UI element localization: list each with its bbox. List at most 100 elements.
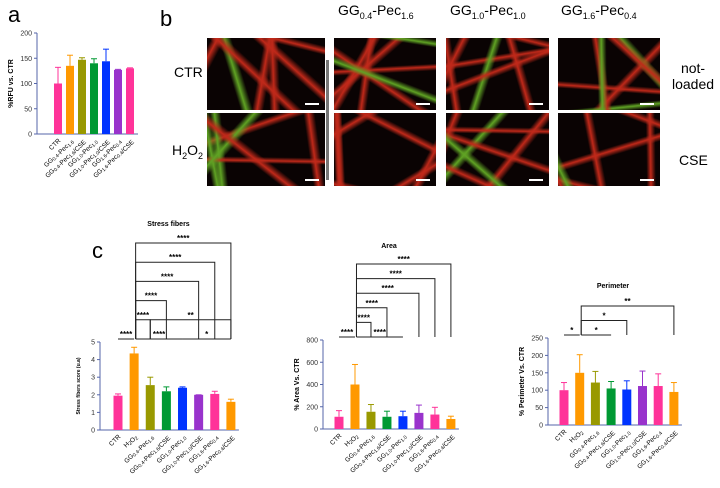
bar bbox=[145, 385, 155, 430]
bar bbox=[653, 386, 663, 425]
y-tick-label: 100 bbox=[20, 81, 32, 88]
microscopy-image bbox=[334, 113, 436, 186]
bar bbox=[129, 353, 139, 430]
significance-bracket bbox=[580, 305, 675, 335]
bar bbox=[575, 372, 585, 425]
cell-fibers bbox=[446, 113, 549, 186]
right-label-cse: CSE bbox=[679, 152, 708, 168]
significance-label: **** bbox=[373, 328, 386, 337]
cell-fibers bbox=[446, 38, 549, 110]
panel-label-a: a bbox=[8, 2, 21, 27]
y-tick-label: 0 bbox=[28, 132, 32, 139]
significance-label: * bbox=[595, 326, 599, 335]
bar bbox=[638, 386, 647, 425]
bar bbox=[194, 394, 204, 430]
significance-label: **** bbox=[365, 299, 378, 308]
microscopy-image bbox=[446, 113, 549, 186]
significance-label: **** bbox=[161, 272, 174, 281]
x-tick-label: CTR bbox=[554, 428, 569, 443]
scale-bar bbox=[416, 103, 430, 105]
significance-bracket bbox=[355, 321, 372, 337]
bar bbox=[382, 416, 392, 429]
significance-label: **** bbox=[341, 328, 354, 337]
significance-bracket bbox=[135, 319, 151, 339]
x-tick-label: CTR bbox=[329, 432, 344, 447]
bar bbox=[606, 388, 616, 425]
chart-title: Area bbox=[381, 243, 397, 250]
microscopy-image bbox=[334, 38, 436, 110]
y-tick-label: 150 bbox=[20, 56, 32, 63]
bar bbox=[430, 414, 440, 429]
scale-bar bbox=[640, 103, 654, 105]
y-tick-label: 50 bbox=[24, 106, 32, 113]
chart-title: Stress fibers bbox=[147, 221, 190, 228]
row-label-h2o2: H2O2 bbox=[172, 142, 204, 161]
significance-label: * bbox=[570, 326, 574, 335]
microscopy-image bbox=[446, 38, 549, 110]
significance-bracket bbox=[355, 263, 452, 337]
significance-label: * bbox=[205, 330, 209, 339]
microscopy-image bbox=[207, 38, 325, 110]
y-tick-label: 250 bbox=[531, 336, 543, 343]
column-header: GG1.6-Pec0.4 bbox=[561, 2, 637, 21]
x-tick-label: H2O2 bbox=[568, 428, 585, 445]
significance-label: **** bbox=[169, 253, 182, 262]
significance-label: **** bbox=[120, 330, 133, 339]
y-tick-label: 200 bbox=[306, 404, 318, 411]
y-tick-label: 150 bbox=[531, 370, 543, 377]
bar bbox=[126, 68, 134, 134]
scale-bar bbox=[529, 103, 543, 105]
bar bbox=[350, 384, 360, 429]
cell-fibers bbox=[558, 113, 660, 186]
bar bbox=[622, 389, 632, 425]
bar bbox=[178, 387, 188, 430]
y-axis-label: Stress fibers score (u.a) bbox=[76, 357, 82, 414]
y-tick-label: 4 bbox=[91, 357, 95, 364]
y-axis-label: %RFU vs. CTR bbox=[8, 59, 15, 108]
chart-perim: 0 50 100 150 200 250 % Perimeter Vs. CTR Perime… bbox=[519, 283, 682, 471]
significance-label: **** bbox=[397, 255, 410, 264]
significance-label: * bbox=[602, 312, 606, 321]
scale-bar bbox=[305, 103, 319, 105]
bar bbox=[398, 416, 408, 429]
scale-bar bbox=[416, 179, 430, 181]
significance-label: **** bbox=[177, 234, 190, 243]
significance-label: **** bbox=[145, 292, 158, 301]
y-tick-label: 0 bbox=[539, 423, 543, 430]
bar bbox=[102, 61, 110, 134]
x-tick-label: H2O2 bbox=[123, 433, 140, 450]
cell-fibers bbox=[207, 38, 325, 110]
cell-fibers bbox=[207, 113, 325, 186]
y-tick-label: 200 bbox=[20, 31, 32, 38]
y-tick-label: 2 bbox=[91, 392, 95, 399]
bar bbox=[334, 416, 344, 429]
bar bbox=[90, 63, 98, 134]
cell-fibers bbox=[334, 113, 436, 186]
bar bbox=[669, 391, 679, 425]
scale-bar bbox=[640, 179, 654, 181]
microscopy-image bbox=[558, 38, 660, 110]
y-tick-label: 0 bbox=[314, 427, 318, 434]
scale-bar bbox=[529, 179, 543, 181]
y-tick-label: 5 bbox=[91, 340, 95, 347]
right-label-not-loaded: not- loaded bbox=[672, 60, 715, 92]
chart-title: Perimeter bbox=[597, 283, 630, 290]
panel-label-c: c bbox=[92, 238, 103, 263]
significance-label: **** bbox=[358, 313, 371, 322]
y-tick-label: 600 bbox=[306, 360, 318, 367]
y-tick-label: 3 bbox=[91, 375, 95, 382]
significance-label: ** bbox=[624, 297, 631, 306]
column-header: GG1.0-Pec1.0 bbox=[450, 2, 526, 21]
significance-bracket bbox=[135, 242, 232, 339]
bar bbox=[114, 69, 122, 134]
bar bbox=[414, 412, 424, 429]
bar bbox=[559, 390, 569, 425]
y-tick-label: 1 bbox=[91, 410, 95, 417]
cell-fibers bbox=[558, 38, 660, 110]
significance-label: **** bbox=[153, 330, 166, 339]
bar bbox=[66, 65, 74, 134]
y-axis-label: % Perimeter Vs. CTR bbox=[519, 347, 526, 416]
